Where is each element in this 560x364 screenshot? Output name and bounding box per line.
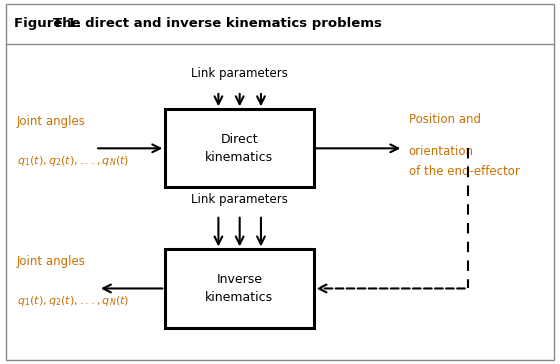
Text: Joint angles: Joint angles — [17, 115, 86, 128]
Text: Joint angles: Joint angles — [17, 256, 86, 269]
Text: Inverse
kinematics: Inverse kinematics — [206, 273, 273, 304]
Text: of the end-effector: of the end-effector — [409, 165, 520, 178]
Bar — [165, 249, 314, 328]
Text: $q_1(t), q_2(t), ..., q_N(t)$: $q_1(t), q_2(t), ..., q_N(t)$ — [17, 154, 129, 168]
Text: $q_1(t), q_2(t), ..., q_N(t)$: $q_1(t), q_2(t), ..., q_N(t)$ — [17, 294, 129, 308]
Text: Direct
kinematics: Direct kinematics — [206, 133, 273, 164]
Text: Link parameters: Link parameters — [192, 67, 288, 80]
Text: Figure 1.: Figure 1. — [14, 17, 81, 30]
Text: orientation: orientation — [409, 145, 474, 158]
Text: Position and: Position and — [409, 114, 481, 126]
Text: Link parameters: Link parameters — [192, 193, 288, 206]
Bar — [165, 109, 314, 187]
Text: The direct and inverse kinematics problems: The direct and inverse kinematics proble… — [53, 17, 382, 30]
